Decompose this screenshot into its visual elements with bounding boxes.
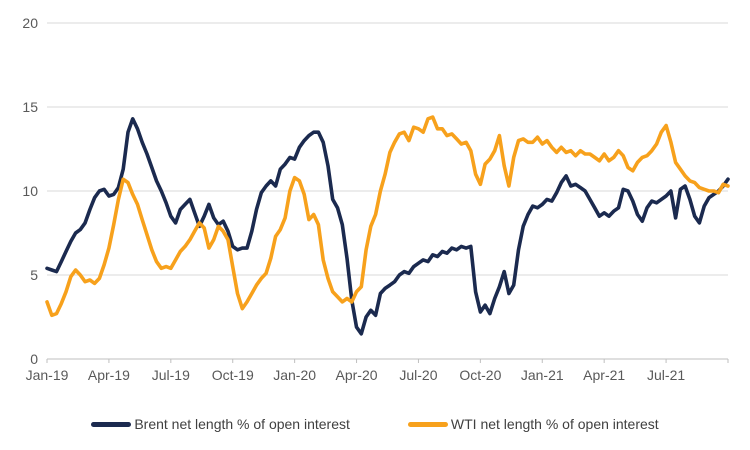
x-tick-label: Oct-20 xyxy=(459,367,501,383)
y-tick-label: 0 xyxy=(30,351,38,367)
legend-item-wti[interactable]: WTI net length % of open interest xyxy=(407,416,659,432)
legend-label-brent: Brent net length % of open interest xyxy=(134,416,350,432)
x-tick-label: Jan-20 xyxy=(273,367,316,383)
y-tick-label: 15 xyxy=(22,99,38,115)
y-tick-label: 20 xyxy=(22,15,38,31)
legend-label-wti: WTI net length % of open interest xyxy=(450,416,659,432)
chart-legend: Brent net length % of open interest WTI … xyxy=(0,404,750,444)
x-axis-labels: Jan-19 Apr-19 Jul-19 Oct-19 Jan-20 Apr-20 Jul-… xyxy=(26,367,686,383)
x-tick-label: Jan-21 xyxy=(521,367,564,383)
x-tick-label: Jan-19 xyxy=(26,367,69,383)
y-tick-label: 5 xyxy=(30,267,38,283)
legend-item-brent[interactable]: Brent net length % of open interest xyxy=(91,416,350,432)
brent-series-line xyxy=(45,117,730,336)
x-tick-label: Apr-19 xyxy=(88,367,130,383)
x-tick-label: Apr-20 xyxy=(336,367,378,383)
x-tick-label: Jul-20 xyxy=(399,367,437,383)
x-tick-label: Jul-19 xyxy=(152,367,190,383)
x-tick-label: Jul-21 xyxy=(647,367,685,383)
x-axis xyxy=(46,358,729,363)
wti-series-line xyxy=(45,115,730,318)
y-tick-label: 10 xyxy=(22,183,38,199)
wti-line-swatch xyxy=(407,421,448,427)
y-axis-labels: 0 5 10 15 20 xyxy=(22,15,38,367)
brent-line-swatch xyxy=(91,421,132,427)
x-tick-label: Oct-19 xyxy=(212,367,254,383)
x-tick-label: Apr-21 xyxy=(583,367,625,383)
line-chart: 0 5 10 15 20 Jan-19 Apr-19 Jul-19 Oct-19 Jan-20 Ap… xyxy=(22,15,730,383)
